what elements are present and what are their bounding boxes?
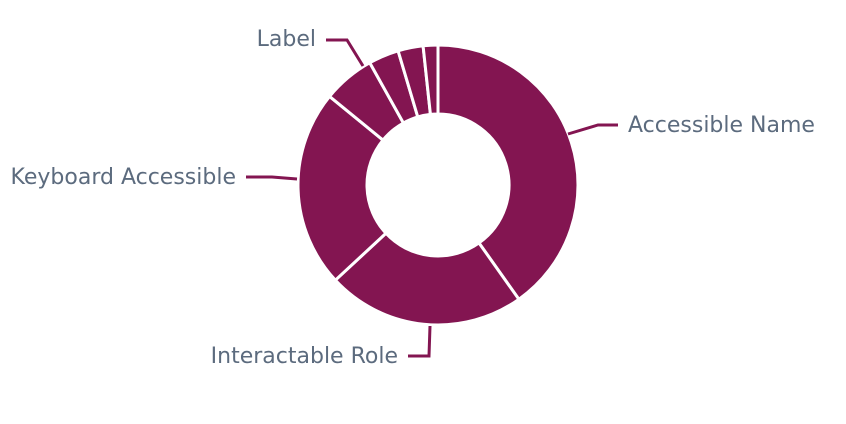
label-connector: [326, 38, 365, 67]
label-connector: [246, 175, 298, 181]
slice-label: Label: [257, 27, 316, 52]
donut-slice: [436, 43, 580, 301]
slices-layer: [296, 43, 580, 327]
label-connector: [567, 123, 618, 136]
slice-label: Keyboard Accessible: [11, 165, 236, 190]
slice-label: Interactable Role: [211, 344, 398, 369]
label-connector: [408, 325, 432, 358]
slice-label: Accessible Name: [628, 113, 815, 138]
labels-layer: Accessible Name Interactable Role Keyboard…: [11, 27, 815, 369]
donut-slice: [296, 94, 388, 282]
connectors-layer: [246, 38, 618, 358]
donut-slice: [421, 43, 440, 116]
donut-slice: [333, 231, 521, 327]
